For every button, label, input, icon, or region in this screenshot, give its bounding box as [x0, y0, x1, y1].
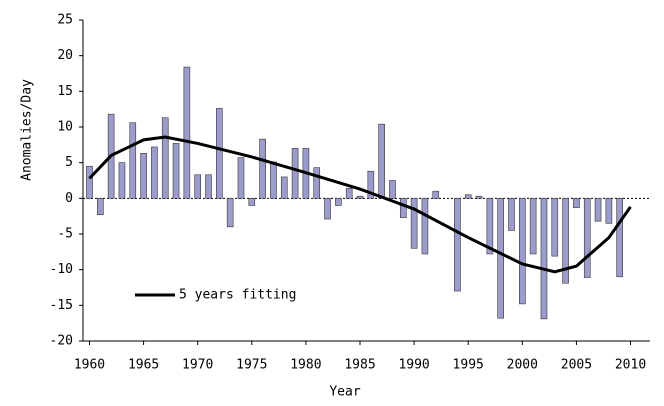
y-axis-label: Anomalies/Day: [20, 79, 35, 181]
y-tick-label: 0: [65, 191, 73, 206]
bar: [616, 198, 624, 278]
bar: [508, 198, 515, 231]
bar: [605, 198, 613, 224]
bar: [497, 198, 504, 319]
bar: [367, 170, 375, 199]
x-tick-label: 1985: [344, 358, 375, 373]
y-tick-label: -15: [50, 298, 73, 313]
y-tick-label: 20: [57, 48, 73, 63]
bar: [335, 198, 342, 206]
bar: [86, 165, 93, 199]
bar: [161, 117, 169, 199]
bar: [378, 123, 385, 199]
bar: [421, 198, 429, 255]
bar: [216, 108, 223, 199]
bar: [280, 176, 288, 199]
bar: [248, 198, 256, 206]
bar: [97, 198, 104, 216]
y-tick-label: 25: [57, 13, 73, 28]
bar: [519, 198, 526, 305]
y-tick-label: -10: [50, 262, 73, 277]
x-axis-label: Year: [329, 385, 360, 400]
bar: [464, 194, 472, 199]
bar: [594, 198, 602, 222]
x-tick-label: 2000: [507, 358, 538, 373]
bar: [151, 146, 158, 199]
bar: [486, 198, 494, 255]
bar: [356, 195, 364, 199]
bar: [259, 138, 266, 199]
bar: [194, 174, 201, 199]
fit-line: [88, 135, 632, 274]
x-tick-label: 1990: [398, 358, 429, 373]
bar: [313, 167, 321, 199]
bar: [551, 198, 559, 257]
bar: [140, 153, 147, 199]
bar: [172, 143, 180, 199]
bar: [562, 198, 569, 284]
x-tick-label: 1995: [453, 358, 484, 373]
bar: [389, 180, 396, 199]
bar: [291, 148, 299, 199]
bar: [475, 195, 483, 199]
bar: [410, 198, 418, 249]
bar: [399, 198, 407, 218]
bar: [205, 174, 212, 199]
bar: [324, 198, 331, 220]
bar: [432, 190, 440, 199]
bar: [237, 157, 245, 199]
bar: [583, 198, 591, 278]
x-tick-label: 1970: [182, 358, 213, 373]
y-tick-label: 10: [57, 120, 73, 135]
x-tick-label: 1960: [74, 358, 105, 373]
bar: [183, 66, 191, 199]
y-tick-label: -20: [50, 334, 73, 349]
y-tick-label: 15: [57, 84, 73, 99]
x-tick-label: 1975: [236, 358, 267, 373]
x-tick-label: 1980: [290, 358, 321, 373]
bar: [129, 122, 137, 199]
bar: [345, 188, 353, 199]
x-tick-label: 2005: [561, 358, 592, 373]
bar: [226, 198, 234, 228]
y-tick-label: -5: [57, 227, 73, 242]
bar: [540, 198, 548, 320]
bar: [573, 198, 580, 208]
bar: [454, 198, 461, 292]
x-tick-label: 1965: [128, 358, 159, 373]
bar: [118, 162, 126, 199]
legend-label: 5 years fitting: [179, 288, 296, 303]
bar: [270, 161, 277, 199]
bar: [529, 198, 537, 255]
x-tick-label: 2010: [615, 358, 646, 373]
y-tick-label: 5: [65, 155, 73, 170]
